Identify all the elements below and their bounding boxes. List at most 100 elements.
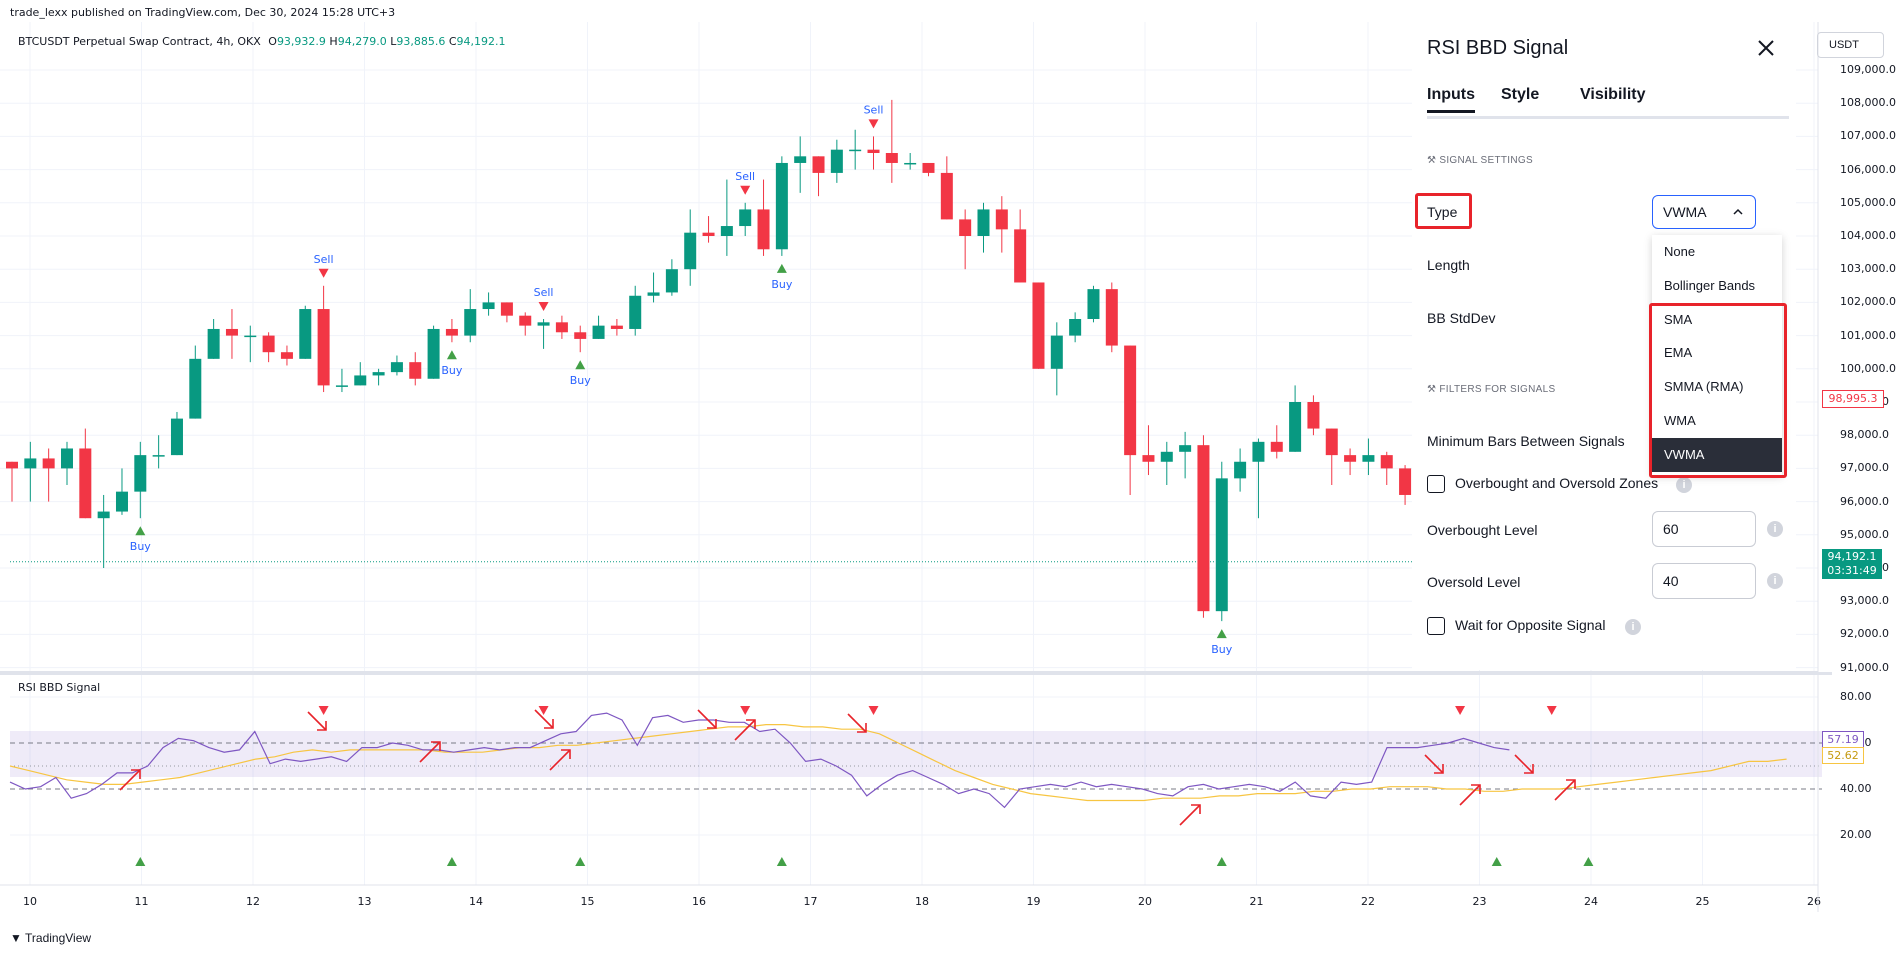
rsi-sell-icon xyxy=(1455,706,1466,715)
min-bars-label: Minimum Bars Between Signals xyxy=(1427,433,1625,449)
candle-body xyxy=(830,149,843,173)
candle-body xyxy=(1252,441,1265,462)
rsi-line xyxy=(9,712,1510,809)
candle-body xyxy=(1325,428,1338,456)
candle-body xyxy=(189,358,202,419)
annotation-arrowhead-icon xyxy=(317,721,327,731)
candle-body xyxy=(794,156,807,163)
tradingview-logo-icon: ▼ xyxy=(10,931,22,945)
time-tick: 20 xyxy=(1138,895,1152,908)
sell-label: Sell xyxy=(314,253,334,266)
rsi-band xyxy=(10,731,1822,777)
candle-body xyxy=(959,219,972,236)
filters-heading: ⚒ FILTERS FOR SIGNALS xyxy=(1427,384,1556,395)
tab-style[interactable]: Style xyxy=(1501,86,1540,103)
indicator-label[interactable]: RSI BBD Signal xyxy=(18,681,101,694)
option-none[interactable]: None xyxy=(1664,244,1696,259)
oversold-input[interactable]: 40 xyxy=(1652,563,1756,599)
wait-opposite-checkbox[interactable] xyxy=(1427,617,1445,635)
time-tick: 17 xyxy=(804,895,818,908)
time-tick: 26 xyxy=(1807,895,1821,908)
buy-arrow-icon xyxy=(446,350,457,360)
tabs-bar: Inputs Style Visibility xyxy=(1427,86,1789,119)
signal-settings-heading: ⚒ SIGNAL SETTINGS xyxy=(1427,155,1533,166)
annotation-arrow-icon xyxy=(119,769,141,791)
rsi-value-tag: 57.19 xyxy=(1822,731,1864,748)
info-icon[interactable]: i xyxy=(1767,521,1783,537)
currency-button[interactable]: USDT xyxy=(1817,32,1884,58)
close-icon[interactable] xyxy=(1754,36,1778,60)
annotation-arrow-icon xyxy=(1179,804,1201,826)
annotation-arrow-icon xyxy=(549,749,571,771)
buy-arrow-icon xyxy=(575,360,586,370)
buy-arrow-icon xyxy=(1216,629,1227,639)
rsi-buy-icon xyxy=(575,857,586,866)
price-tick: 102,000.0 xyxy=(1840,295,1896,309)
ob-os-zones-checkbox[interactable] xyxy=(1427,475,1445,493)
candle-body xyxy=(1179,445,1192,452)
tab-visibility[interactable]: Visibility xyxy=(1580,86,1646,103)
option-wma[interactable]: WMA xyxy=(1664,412,1696,428)
option-smma-rma[interactable]: SMMA (RMA) xyxy=(1664,379,1744,395)
candle-body xyxy=(739,209,752,227)
overbought-input[interactable]: 60 xyxy=(1652,511,1756,547)
info-icon[interactable]: i xyxy=(1767,573,1783,589)
candle-body xyxy=(977,209,990,236)
rsi-ma-value-tag: 52.62 xyxy=(1822,747,1864,764)
tradingview-logo: ▼ TradingView xyxy=(10,931,91,945)
candle-body xyxy=(262,335,275,353)
candle-body xyxy=(97,511,110,519)
open-value: 93,932.9 xyxy=(276,35,326,48)
annotation-arrowhead-icon xyxy=(1471,784,1481,794)
time-tick: 11 xyxy=(135,895,149,908)
candle-body xyxy=(42,458,55,469)
candle-body xyxy=(940,172,953,220)
candle-body xyxy=(1032,282,1045,369)
time-tick: 21 xyxy=(1250,895,1264,908)
rsi-sell-icon xyxy=(1546,706,1557,715)
option-vwma[interactable]: VWMA xyxy=(1652,437,1782,472)
rsi-ma-line xyxy=(9,723,1787,802)
marker-price-tag: 98,995.3 xyxy=(1822,390,1884,408)
candle-body xyxy=(1270,441,1283,452)
time-tick: 25 xyxy=(1696,895,1710,908)
option-ema[interactable]: EMA xyxy=(1664,345,1693,361)
time-tick: 16 xyxy=(692,895,706,908)
candle-body xyxy=(849,149,862,152)
tab-inputs[interactable]: Inputs xyxy=(1427,86,1475,113)
price-tick: 91,000.0 xyxy=(1840,660,1889,674)
candle-body xyxy=(390,362,403,373)
candle-body xyxy=(1087,289,1100,319)
annotation-arrowhead-icon xyxy=(1566,779,1576,789)
candle-body xyxy=(904,162,917,165)
rsi-tick: 40.00 xyxy=(1840,782,1872,795)
option-bollinger-bands[interactable]: Bollinger Bands xyxy=(1664,277,1756,293)
option-sma[interactable]: SMA xyxy=(1664,311,1693,327)
annotation-arrowhead-icon xyxy=(431,741,441,751)
candle-body xyxy=(995,209,1008,230)
rsi-sell-icon xyxy=(740,706,751,715)
price-tick: 103,000.0 xyxy=(1840,262,1896,276)
annotation-arrow-icon xyxy=(307,711,327,731)
type-select[interactable]: VWMA xyxy=(1652,195,1756,229)
candle-body xyxy=(592,325,605,339)
buy-label: Buy xyxy=(771,278,793,291)
annotation-arrow-icon xyxy=(419,741,441,763)
rsi-sell-icon xyxy=(868,706,879,715)
price-tick: 92,000.0 xyxy=(1840,627,1889,641)
candle-body xyxy=(574,332,587,339)
time-tick: 14 xyxy=(469,895,483,908)
candle-body xyxy=(317,309,330,386)
info-icon[interactable]: i xyxy=(1676,477,1692,493)
open-label: O xyxy=(268,35,277,48)
time-tick: 24 xyxy=(1584,895,1598,908)
chevron-up-icon xyxy=(1733,208,1743,215)
candle-body xyxy=(372,372,385,376)
sell-arrow-icon xyxy=(318,268,329,278)
candle-body xyxy=(555,322,568,333)
info-icon[interactable]: i xyxy=(1625,619,1641,635)
price-tick: 108,000.0 xyxy=(1840,96,1896,110)
candle-body xyxy=(775,162,788,250)
high-value: 94,279.0 xyxy=(337,35,387,48)
